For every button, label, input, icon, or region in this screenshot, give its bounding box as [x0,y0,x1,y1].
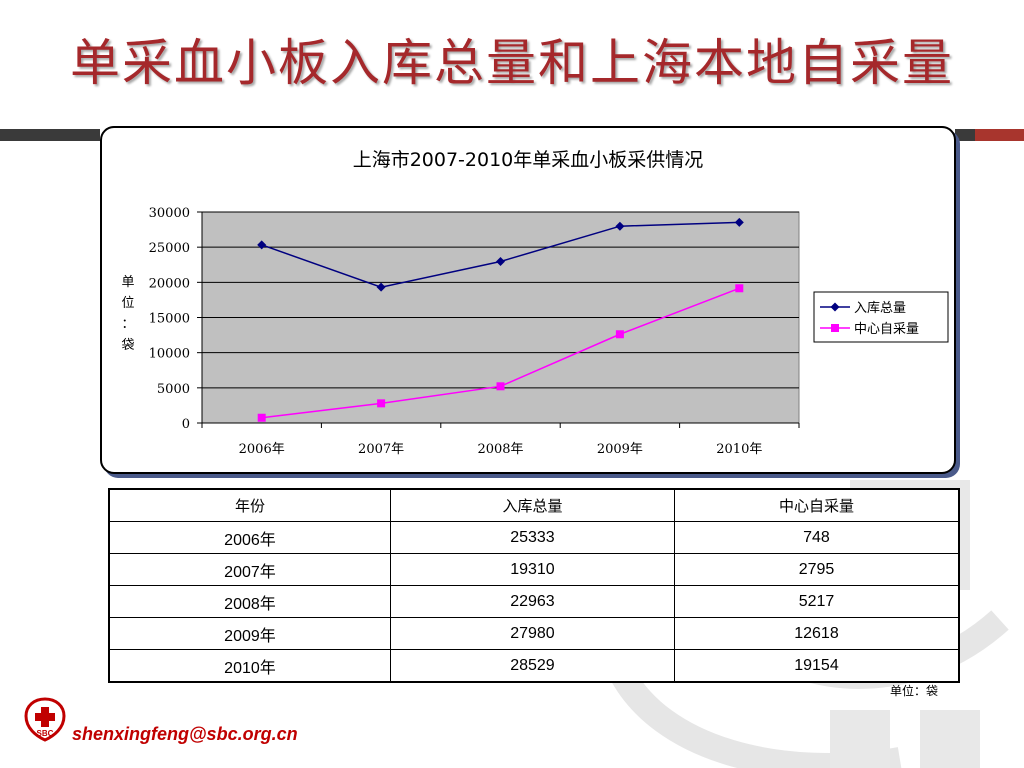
y-axis-label: 单位：袋 [121,275,134,353]
data-table: 年份 入库总量 中心自采量 2006年 25333 748 2007年 19310 2795 20… [108,488,960,683]
y-tick-label: 0 [182,417,190,432]
table-cell: 2008年 [108,585,391,618]
y-tick-label: 20000 [149,276,190,291]
unit-note: 单位：袋 [890,684,939,698]
x-tick-label: 2007年 [358,442,404,457]
data-point [496,382,505,391]
legend-marker [830,302,840,312]
contact-email[interactable]: shenxingfeng@sbc.org.cn [72,724,298,744]
x-tick-label: 2009年 [597,442,643,457]
data-point [377,399,386,408]
table-cell: 748 [673,521,960,554]
table-cell: 22963 [389,585,675,618]
y-tick-label: 30000 [149,206,190,221]
data-point [257,413,266,422]
header-band-right-dark [955,129,975,141]
table-row: 2010年 28529 19154 [108,649,960,683]
data-point [615,221,625,231]
table-cell: 2009年 [108,617,391,650]
table-cell: 19154 [673,649,960,683]
data-point [496,256,505,266]
legend-label: 入库总量 [854,300,906,316]
y-tick-label: 15000 [149,312,190,327]
line-chart: 上海市2007-2010年单采血小板采供情况 0 5000 10000 15000 200… [121,149,949,457]
table-cell: 25333 [389,521,675,554]
y-tick-label: 10000 [149,347,190,362]
data-point [257,240,267,250]
data-point [735,284,744,293]
table-cell: 2007年 [108,553,391,586]
table-row: 2007年 19310 2795 [108,553,960,586]
legend [813,291,949,343]
slide-title: 单采血小板入库总量和上海本地自采量 [70,34,954,92]
table-cell: 2795 [673,553,960,586]
x-tick-label: 2008年 [477,442,523,457]
table-cell: 12618 [673,617,960,650]
logo-text: SBC [37,729,54,738]
table-cell: 2010年 [108,649,391,683]
table-row: 2006年 25333 748 [108,521,960,554]
y-tick-label: 25000 [149,241,190,256]
x-tick-label: 2010年 [716,442,762,457]
chart-title: 上海市2007-2010年单采血小板采供情况 [353,149,704,171]
table-cell: 28529 [389,649,675,683]
sbc-logo: SBC [24,697,66,742]
data-point [734,217,744,227]
legend-label: 中心自采量 [854,322,919,337]
table-header-cell: 入库总量 [389,488,675,522]
table-cell: 27980 [389,617,675,650]
table-cell: 19310 [389,553,675,586]
table-row: 2009年 27980 12618 [108,617,960,650]
chart-panel: 上海市2007-2010年单采血小板采供情况 0 5000 10000 15000 200… [100,126,956,474]
y-tick-label: 5000 [157,382,190,397]
table-header-cell: 年份 [108,488,391,522]
legend-marker [831,324,839,332]
table-cell: 2006年 [108,521,391,554]
header-band-left [0,129,100,141]
x-tick-label: 2006年 [239,442,285,457]
table-row: 2008年 22963 5217 [108,585,960,618]
header-band-right-red [975,129,1024,141]
table-header-row: 年份 入库总量 中心自采量 [108,488,960,522]
data-point [376,282,386,292]
data-point [615,330,624,339]
table-header-cell: 中心自采量 [673,488,960,522]
table-cell: 5217 [673,585,960,618]
